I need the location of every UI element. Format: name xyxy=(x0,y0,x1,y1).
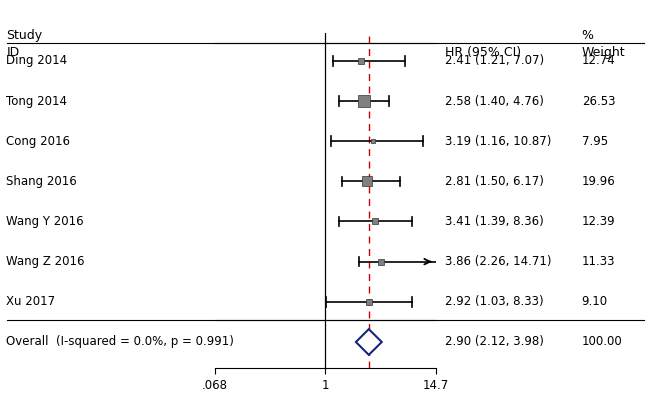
Text: Shang 2016: Shang 2016 xyxy=(6,175,77,188)
Text: Wang Z 2016: Wang Z 2016 xyxy=(6,255,85,268)
Text: 100.00: 100.00 xyxy=(582,335,623,348)
Text: ID: ID xyxy=(6,46,20,59)
Text: Tong 2014: Tong 2014 xyxy=(6,94,68,108)
Text: Weight: Weight xyxy=(582,46,625,59)
Text: Wang Y 2016: Wang Y 2016 xyxy=(6,215,84,228)
Polygon shape xyxy=(356,329,382,355)
Text: 2.90 (2.12, 3.98): 2.90 (2.12, 3.98) xyxy=(445,335,544,348)
Text: Ding 2014: Ding 2014 xyxy=(6,54,68,67)
Text: 9.10: 9.10 xyxy=(582,295,608,308)
Text: Overall  (I-squared = 0.0%, p = 0.991): Overall (I-squared = 0.0%, p = 0.991) xyxy=(6,335,235,348)
Text: 11.33: 11.33 xyxy=(582,255,616,268)
Text: 26.53: 26.53 xyxy=(582,94,616,108)
Text: Cong 2016: Cong 2016 xyxy=(6,135,70,148)
Text: 2.92 (1.03, 8.33): 2.92 (1.03, 8.33) xyxy=(445,295,544,308)
Text: Xu 2017: Xu 2017 xyxy=(6,295,56,308)
Text: %: % xyxy=(582,29,593,43)
Text: Study: Study xyxy=(6,29,43,43)
Text: 2.41 (1.21, 7.07): 2.41 (1.21, 7.07) xyxy=(445,54,545,67)
Text: 7.95: 7.95 xyxy=(582,135,608,148)
Text: 2.58 (1.40, 4.76): 2.58 (1.40, 4.76) xyxy=(445,94,544,108)
Text: 2.81 (1.50, 6.17): 2.81 (1.50, 6.17) xyxy=(445,175,544,188)
Text: 3.86 (2.26, 14.71): 3.86 (2.26, 14.71) xyxy=(445,255,552,268)
Text: 12.74: 12.74 xyxy=(582,54,616,67)
Text: 3.19 (1.16, 10.87): 3.19 (1.16, 10.87) xyxy=(445,135,552,148)
Text: 3.41 (1.39, 8.36): 3.41 (1.39, 8.36) xyxy=(445,215,544,228)
Text: 12.39: 12.39 xyxy=(582,215,616,228)
Text: 19.96: 19.96 xyxy=(582,175,616,188)
Text: HR (95% CI): HR (95% CI) xyxy=(445,46,521,59)
